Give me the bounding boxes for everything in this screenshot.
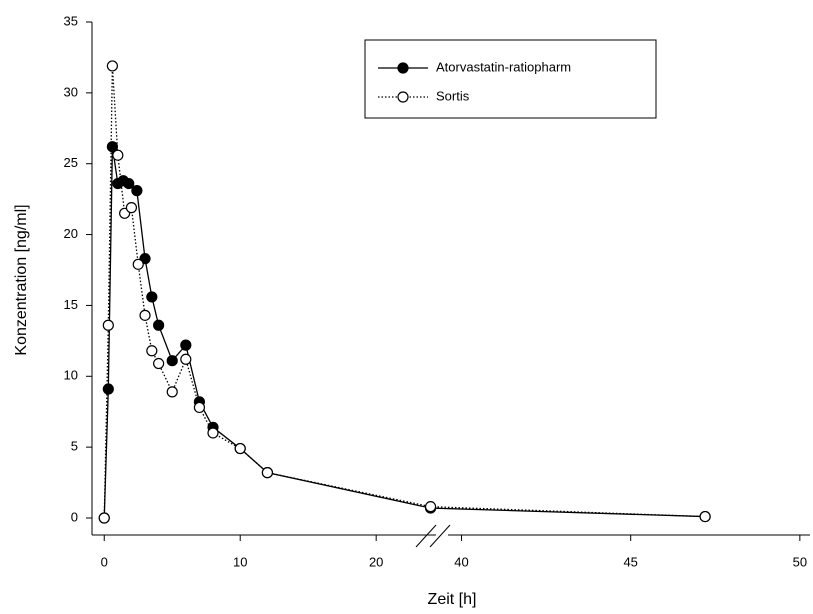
legend-label: Atorvastatin-ratiopharm [436, 59, 571, 74]
data-point [102, 319, 114, 331]
data-point [146, 291, 158, 303]
data-point [132, 258, 144, 270]
axis-break [415, 524, 437, 548]
x-tick-label: 10 [233, 554, 247, 569]
y-tick-label: 15 [64, 297, 78, 312]
x-tick-label: 50 [793, 554, 807, 569]
y-axis-label: Konzentration [ng/ml] [13, 204, 30, 355]
y-tick-label: 30 [64, 84, 78, 99]
legend-label: Sortis [436, 88, 470, 103]
data-point [106, 60, 118, 72]
x-tick-label: 40 [454, 554, 468, 569]
data-point [166, 355, 178, 367]
data-point [166, 386, 178, 398]
data-point [112, 149, 124, 161]
data-point [125, 202, 138, 214]
data-point [207, 427, 219, 439]
y-tick-label: 5 [71, 439, 78, 454]
legend-box [364, 39, 657, 119]
data-point [193, 401, 206, 414]
y-tick-label: 25 [64, 155, 78, 170]
data-point [102, 383, 114, 395]
data-point [180, 353, 192, 365]
series-line [103, 65, 706, 519]
data-point [139, 309, 151, 321]
x-tick-label: 45 [623, 554, 637, 569]
legend-marker [397, 62, 409, 74]
legend-marker [397, 91, 409, 103]
y-tick-label: 10 [64, 368, 78, 383]
data-point [98, 512, 110, 524]
data-point [261, 467, 273, 479]
y-tick-label: 0 [71, 509, 78, 524]
data-point [153, 319, 165, 331]
x-tick-label: 20 [369, 554, 383, 569]
data-point [146, 345, 158, 357]
y-tick-label: 20 [64, 226, 78, 241]
data-point [234, 442, 246, 455]
axis-break [429, 524, 451, 548]
series-line [103, 146, 706, 519]
data-point [153, 357, 165, 370]
data-point [180, 339, 192, 351]
data-point [123, 177, 135, 190]
data-point [424, 501, 437, 513]
data-point [131, 185, 143, 197]
data-point [699, 510, 711, 523]
x-axis-label: Zeit [h] [428, 591, 477, 608]
y-tick-label: 35 [64, 13, 78, 28]
x-tick-label: 0 [101, 554, 108, 569]
